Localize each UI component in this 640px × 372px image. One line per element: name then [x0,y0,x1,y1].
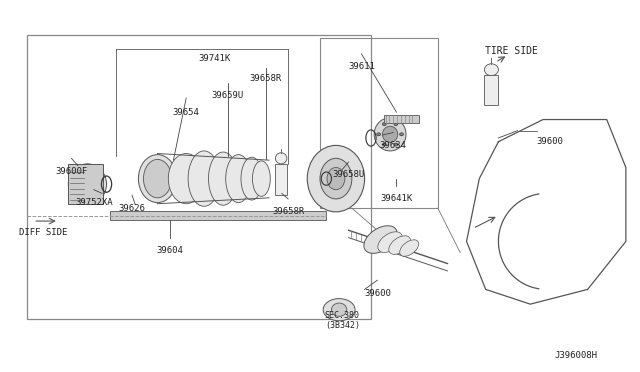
Text: SEC.380
(3B342): SEC.380 (3B342) [325,311,360,330]
Ellipse shape [383,126,397,142]
Text: 39600: 39600 [364,289,391,298]
Ellipse shape [188,151,220,206]
Ellipse shape [275,153,287,164]
Text: 39641K: 39641K [380,195,413,203]
Ellipse shape [241,157,262,200]
Text: 39658R: 39658R [272,207,304,217]
Text: 39604: 39604 [157,246,184,255]
Text: 39611: 39611 [348,61,375,71]
Ellipse shape [399,133,403,136]
Ellipse shape [394,143,397,146]
Text: DIFF SIDE: DIFF SIDE [19,228,67,237]
Ellipse shape [138,155,177,203]
Ellipse shape [327,167,345,190]
Ellipse shape [400,240,419,256]
Ellipse shape [394,123,397,126]
FancyBboxPatch shape [68,164,103,205]
FancyBboxPatch shape [484,75,499,105]
Text: J396008H: J396008H [554,351,597,360]
Ellipse shape [388,236,410,254]
Ellipse shape [226,155,251,203]
Ellipse shape [307,145,365,212]
Ellipse shape [209,152,238,205]
Text: 39752XA: 39752XA [75,198,113,207]
Text: 39658U: 39658U [333,170,365,179]
Ellipse shape [68,164,106,205]
Ellipse shape [252,161,270,196]
Ellipse shape [374,118,406,151]
Text: TIRE SIDE: TIRE SIDE [484,46,538,56]
Text: 39600F: 39600F [55,167,88,176]
Ellipse shape [320,158,352,199]
FancyBboxPatch shape [109,211,326,220]
Ellipse shape [364,226,397,253]
Text: 39659U: 39659U [211,91,244,100]
Ellipse shape [168,154,204,204]
Text: 39626: 39626 [118,203,145,213]
Ellipse shape [378,232,403,253]
Ellipse shape [484,64,499,76]
Ellipse shape [377,133,381,136]
Ellipse shape [332,303,347,316]
Ellipse shape [75,169,100,199]
Text: 39634: 39634 [380,141,406,150]
Text: 39654: 39654 [173,108,200,117]
Ellipse shape [383,123,387,126]
Ellipse shape [143,160,172,198]
Text: 39600: 39600 [537,137,564,146]
FancyBboxPatch shape [275,164,287,195]
Ellipse shape [383,143,387,146]
FancyBboxPatch shape [384,115,419,123]
Text: 39658R: 39658R [250,74,282,83]
Ellipse shape [323,299,355,321]
Text: 39741K: 39741K [199,54,231,63]
